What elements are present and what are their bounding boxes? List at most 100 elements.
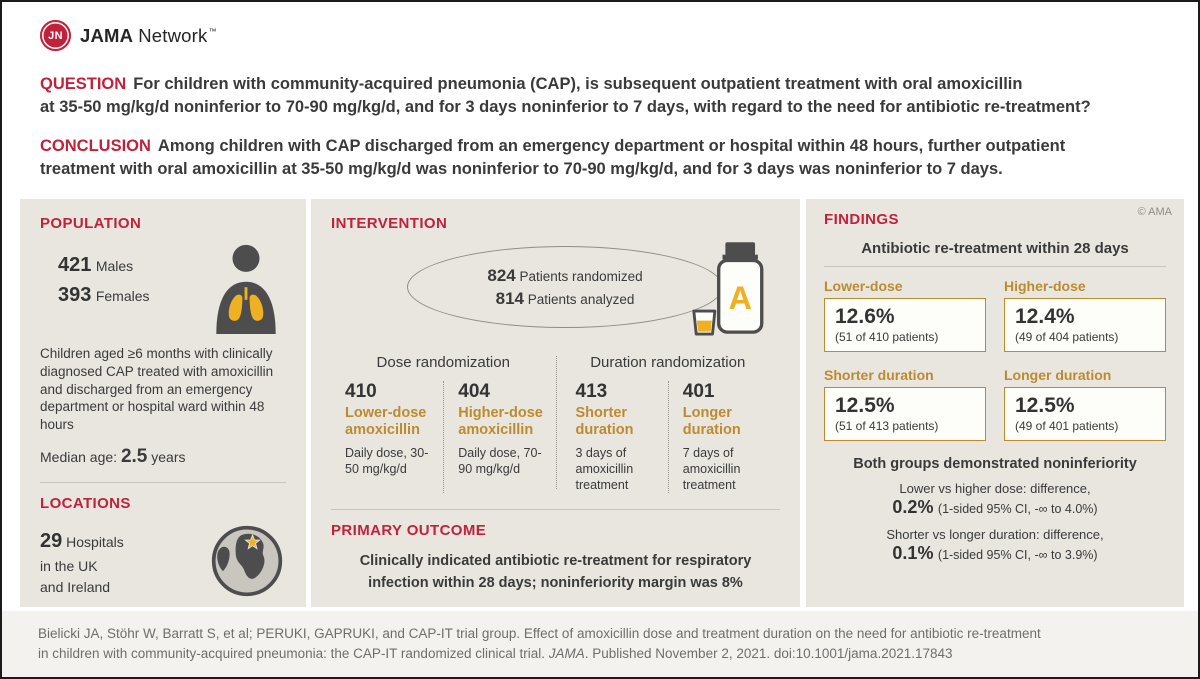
arm-n: 413 bbox=[575, 381, 608, 402]
result-box: 12.6% (51 of 410 patients) bbox=[824, 298, 986, 352]
citation-line-2: in children with community-acquired pneu… bbox=[38, 644, 1162, 664]
trademark-symbol: ™ bbox=[208, 27, 217, 37]
result-pct: 12.6% bbox=[835, 305, 895, 328]
locations-line-3: and Ireland bbox=[40, 579, 111, 596]
primary-outcome-line-2: infection within 28 days; noninferiority… bbox=[368, 574, 743, 591]
comparison-dose: Lower vs higher dose: difference, 0.2% (… bbox=[824, 481, 1166, 518]
noninferiority-title: Both groups demonstrated noninferiority bbox=[853, 456, 1137, 472]
result-lower-dose: Lower-dose 12.6% (51 of 410 patients) bbox=[824, 278, 986, 352]
result-label: Higher-dose bbox=[1004, 278, 1086, 294]
analyzed-value: 814 bbox=[495, 288, 525, 308]
conclusion-line-1: CONCLUSION Among children with CAP discha… bbox=[40, 135, 1160, 158]
jama-network-logo: JN JAMA Network™ bbox=[40, 20, 1160, 51]
arm-detail: 7 days of amoxicillin treatment bbox=[682, 446, 741, 493]
locations-text: 29 Hospitals in the UK and Ireland bbox=[40, 522, 124, 598]
locations-row: 29 Hospitals in the UK and Ireland bbox=[40, 522, 286, 603]
median-age-value: 2.5 bbox=[120, 446, 148, 468]
arm-higher-dose: 404 Higher-dose amoxicillin Daily dose, … bbox=[443, 381, 555, 494]
result-box: 12.5% (51 of 413 patients) bbox=[824, 387, 986, 441]
intervention-panel: INTERVENTION 824 Patients randomized 814… bbox=[311, 199, 800, 607]
result-detail: (51 of 413 patients) bbox=[835, 419, 939, 433]
arm-name: Longer duration bbox=[682, 405, 741, 439]
patients-randomized: 824 Patients randomized bbox=[487, 266, 642, 286]
result-label: Shorter duration bbox=[824, 367, 934, 383]
population-description: Children aged ≥6 months with clinically … bbox=[40, 346, 274, 433]
citation-line-2-pre: in children with community-acquired pneu… bbox=[38, 646, 549, 662]
arm-name: Shorter duration bbox=[575, 405, 634, 439]
comparison-value: 0.1% (1-sided 95% CI, -∞ to 3.9%) bbox=[824, 543, 1166, 564]
randomized-label: Patients randomized bbox=[519, 268, 643, 284]
primary-outcome-title: PRIMARY OUTCOME bbox=[331, 522, 487, 540]
brand-network: Network bbox=[138, 24, 208, 46]
conclusion-text-1: Among children with CAP discharged from … bbox=[157, 136, 1066, 155]
population-stats: 421 Males 393 Females bbox=[40, 242, 150, 314]
locations-title: LOCATIONS bbox=[40, 495, 131, 513]
hospitals-label: Hospitals bbox=[66, 534, 124, 551]
result-box: 12.4% (49 of 404 patients) bbox=[1004, 298, 1166, 352]
arm-shorter-duration: 413 Shorter duration 3 days of amoxicill… bbox=[556, 381, 668, 493]
divider bbox=[40, 482, 286, 484]
citation: Bielicki JA, Stöhr W, Barratt S, et al; … bbox=[2, 611, 1198, 677]
conclusion: CONCLUSION Among children with CAP discha… bbox=[40, 135, 1160, 182]
duration-randomization-header: Duration randomization bbox=[590, 354, 746, 371]
result-higher-dose: Higher-dose 12.4% (49 of 404 patients) bbox=[1004, 278, 1166, 352]
result-pct: 12.4% bbox=[1015, 305, 1075, 328]
conclusion-label: CONCLUSION bbox=[40, 136, 151, 155]
comparison-label: Shorter vs longer duration: difference, bbox=[886, 527, 1104, 542]
result-detail: (51 of 410 patients) bbox=[835, 330, 939, 344]
arm-name: Higher-dose amoxicillin bbox=[458, 405, 543, 439]
intervention-title: INTERVENTION bbox=[331, 215, 448, 232]
hospitals-count-line: 29 Hospitals bbox=[40, 526, 124, 556]
primary-outcome-text: Clinically indicated antibiotic re-treat… bbox=[331, 551, 780, 595]
result-pct: 12.5% bbox=[1015, 394, 1075, 417]
medicine-bottle-icon: A bbox=[690, 238, 778, 349]
question: QUESTION For children with community-acqu… bbox=[40, 73, 1160, 120]
findings-panel: © AMA FINDINGS Antibiotic re-treatment w… bbox=[806, 199, 1184, 607]
arm-lower-dose: 410 Lower-dose amoxicillin Daily dose, 3… bbox=[331, 381, 443, 493]
females-label: Females bbox=[95, 288, 150, 304]
locations-line-2: in the UK bbox=[40, 558, 98, 575]
arm-n: 410 bbox=[345, 381, 377, 402]
females-stat: 393 Females bbox=[58, 284, 150, 307]
randomization-arms: 410 Lower-dose amoxicillin Daily dose, 3… bbox=[331, 381, 780, 494]
result-label: Lower-dose bbox=[824, 278, 903, 294]
journal-name: JAMA bbox=[548, 646, 585, 662]
arm-n: 404 bbox=[458, 381, 490, 402]
comparison-number: 0.2% bbox=[892, 497, 934, 517]
findings-title: FINDINGS bbox=[824, 211, 899, 228]
population-panel: POPULATION 421 Males 393 Females Childre… bbox=[20, 199, 306, 607]
median-age: Median age: 2.5 years bbox=[40, 446, 286, 468]
arm-detail: Daily dose, 70-90 mg/kg/d bbox=[458, 446, 542, 477]
question-line-2: at 35-50 mg/kg/d noninferior to 70-90 mg… bbox=[40, 98, 1091, 117]
randomized-value: 824 bbox=[487, 265, 516, 285]
patients-oval: 824 Patients randomized 814 Patients ana… bbox=[407, 246, 723, 328]
analyzed-label: Patients analyzed bbox=[527, 291, 635, 307]
hospitals-value: 29 bbox=[40, 530, 63, 553]
findings-grid: Lower-dose 12.6% (51 of 410 patients) Hi… bbox=[824, 278, 1166, 441]
randomization-section: Dose randomization Duration randomizatio… bbox=[331, 354, 780, 494]
males-stat: 421 Males bbox=[58, 254, 150, 277]
females-value: 393 bbox=[58, 284, 92, 306]
comparison-value: 0.2% (1-sided 95% CI, -∞ to 4.0%) bbox=[824, 497, 1166, 518]
males-label: Males bbox=[95, 258, 134, 274]
population-stats-row: 421 Males 393 Females bbox=[40, 242, 286, 339]
jn-logo-icon: JN bbox=[40, 20, 71, 51]
ama-copyright: © AMA bbox=[1137, 206, 1172, 218]
arm-name: Lower-dose amoxicillin bbox=[345, 405, 427, 439]
primary-outcome-line-1: Clinically indicated antibiotic re-treat… bbox=[359, 553, 752, 570]
result-detail: (49 of 404 patients) bbox=[1015, 330, 1119, 344]
citation-line-2-post: . Published November 2, 2021. doi:10.100… bbox=[584, 646, 953, 662]
median-age-unit: years bbox=[151, 449, 186, 466]
comparison-ci: (1-sided 95% CI, -∞ to 3.9%) bbox=[937, 548, 1098, 562]
brand-jama: JAMA bbox=[80, 24, 134, 46]
bottle-letter: A bbox=[728, 280, 751, 316]
comparison-duration: Shorter vs longer duration: difference, … bbox=[824, 527, 1166, 564]
divider bbox=[555, 356, 557, 490]
noninferiority-section: Both groups demonstrated noninferiority … bbox=[824, 456, 1166, 564]
dose-randomization-header: Dose randomization bbox=[376, 354, 510, 371]
result-longer-duration: Longer duration 12.5% (49 of 401 patient… bbox=[1004, 367, 1166, 441]
arm-longer-duration: 401 Longer duration 7 days of amoxicilli… bbox=[667, 381, 780, 494]
median-age-label: Median age: bbox=[40, 449, 118, 466]
globe-icon bbox=[210, 524, 284, 603]
